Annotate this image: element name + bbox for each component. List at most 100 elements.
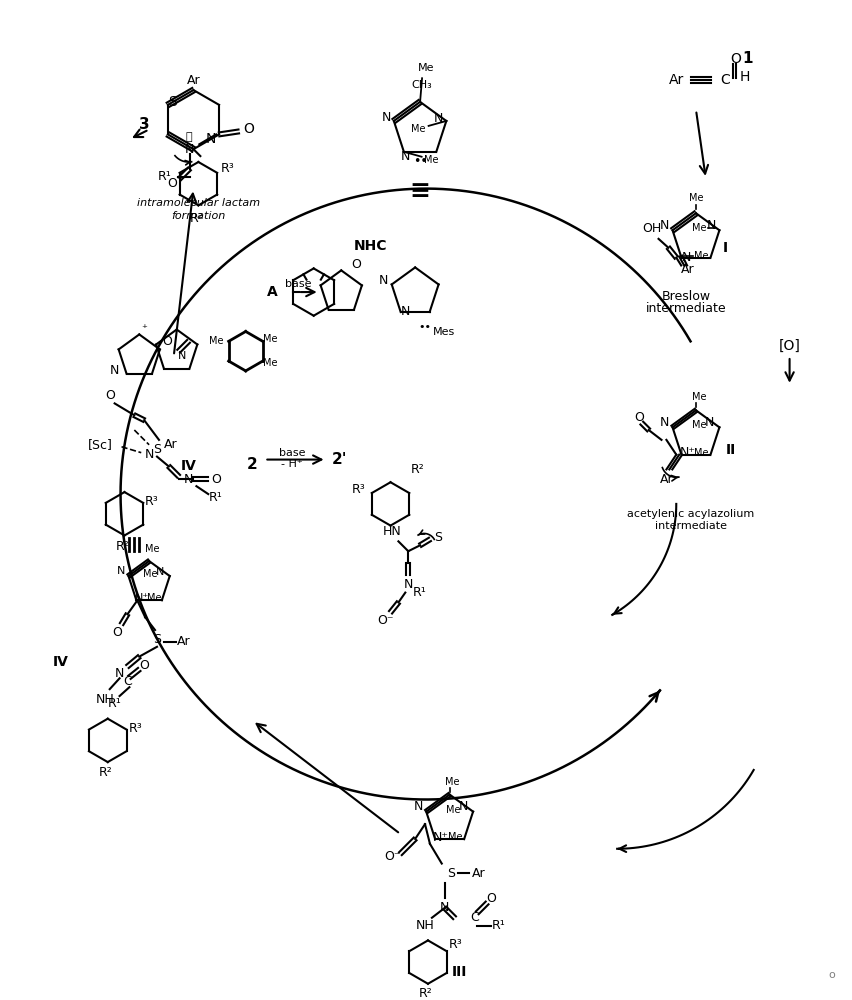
Text: base: base (279, 448, 305, 458)
Text: N: N (145, 448, 154, 461)
Text: 3: 3 (139, 117, 149, 132)
Text: Ar: Ar (669, 73, 684, 87)
Text: S: S (447, 867, 456, 880)
Text: N: N (404, 578, 413, 591)
Text: O: O (634, 411, 644, 424)
Text: Me: Me (446, 777, 460, 787)
Text: Me: Me (693, 420, 707, 430)
Text: R²: R² (189, 212, 204, 225)
Text: Ar: Ar (187, 74, 200, 87)
Text: N: N (401, 305, 411, 318)
Text: Me: Me (447, 832, 462, 842)
Text: III: III (452, 965, 467, 979)
Text: R²: R² (99, 766, 112, 779)
Text: H: H (740, 70, 751, 84)
Text: - H⁺: - H⁺ (281, 459, 302, 469)
Text: N: N (185, 143, 194, 156)
Text: N: N (184, 473, 193, 486)
Text: R²: R² (116, 540, 130, 553)
Text: O⁻: O⁻ (384, 850, 400, 863)
Text: N: N (401, 150, 411, 163)
Text: R³: R³ (129, 722, 142, 735)
Text: O: O (486, 892, 496, 905)
Text: O: O (162, 335, 172, 348)
Text: CH₃: CH₃ (412, 80, 433, 90)
Text: 1: 1 (742, 51, 752, 66)
Text: R³: R³ (449, 938, 463, 951)
Text: Me: Me (145, 544, 159, 554)
Text: S: S (153, 633, 161, 646)
Text: N⁺: N⁺ (679, 446, 695, 459)
Text: NHC: NHC (354, 239, 388, 253)
Text: N: N (206, 132, 216, 146)
Text: Me: Me (446, 805, 461, 815)
Text: Ar: Ar (472, 867, 486, 880)
Text: IV: IV (53, 655, 68, 669)
Text: I: I (723, 241, 728, 255)
Text: O: O (243, 122, 254, 136)
Text: ••: •• (412, 155, 428, 168)
Text: Me: Me (263, 358, 278, 368)
Text: R³: R³ (221, 162, 235, 175)
Text: N: N (110, 364, 119, 377)
Text: HN: HN (383, 525, 402, 538)
Text: S: S (169, 95, 177, 109)
Text: O: O (105, 389, 115, 402)
Text: R¹: R¹ (492, 919, 506, 932)
Text: R³: R³ (145, 495, 159, 508)
Text: Me: Me (694, 251, 709, 261)
Text: Ar: Ar (164, 438, 177, 451)
Text: formation: formation (171, 211, 226, 221)
Text: O⁻: O⁻ (377, 614, 394, 627)
Text: A: A (267, 285, 278, 299)
Text: intermediate: intermediate (646, 302, 727, 315)
Text: Me: Me (143, 569, 158, 579)
Text: N: N (458, 800, 468, 813)
Text: Me: Me (263, 334, 278, 344)
Text: IV: IV (181, 459, 197, 473)
Text: S: S (153, 443, 161, 456)
Text: O: O (211, 473, 221, 486)
Text: Me: Me (417, 63, 435, 73)
Text: ⁺: ⁺ (141, 324, 147, 334)
Text: o: o (829, 970, 835, 980)
Text: Me: Me (412, 124, 426, 134)
Text: II: II (725, 443, 735, 457)
Text: N: N (117, 566, 124, 576)
Text: Mes: Mes (434, 327, 456, 337)
Text: N⁺: N⁺ (135, 593, 149, 603)
Text: Me: Me (693, 223, 707, 233)
Text: ≡: ≡ (410, 179, 430, 203)
Text: NH: NH (95, 693, 114, 706)
Text: N: N (707, 219, 717, 232)
Text: base: base (285, 279, 311, 289)
Text: R²: R² (419, 987, 433, 1000)
Text: O: O (139, 659, 149, 672)
Text: R¹: R¹ (158, 170, 172, 183)
Text: Ar: Ar (659, 473, 673, 486)
Text: intermediate: intermediate (655, 521, 727, 531)
Text: Breslow: Breslow (661, 290, 711, 303)
Text: N: N (156, 567, 164, 577)
Text: C: C (123, 675, 132, 688)
Text: N: N (382, 111, 391, 124)
Text: Me: Me (688, 193, 703, 203)
Text: Ar: Ar (682, 263, 695, 276)
Text: N: N (660, 416, 670, 429)
Text: O: O (730, 52, 741, 66)
Text: ⌒: ⌒ (185, 132, 192, 142)
Text: C: C (470, 911, 479, 924)
Text: S: S (434, 531, 442, 544)
Text: Me: Me (694, 448, 709, 458)
Text: R¹: R¹ (210, 491, 223, 504)
Text: R³: R³ (352, 483, 366, 496)
Text: [Sc]: [Sc] (88, 438, 112, 451)
Text: 2': 2' (331, 452, 347, 467)
Text: intramolecular lactam: intramolecular lactam (137, 198, 260, 208)
Text: OH: OH (642, 222, 661, 235)
Text: ••: •• (418, 322, 431, 332)
Text: N: N (682, 251, 691, 264)
Text: R²: R² (412, 463, 425, 476)
Text: N: N (434, 112, 443, 125)
Text: N: N (115, 667, 124, 680)
